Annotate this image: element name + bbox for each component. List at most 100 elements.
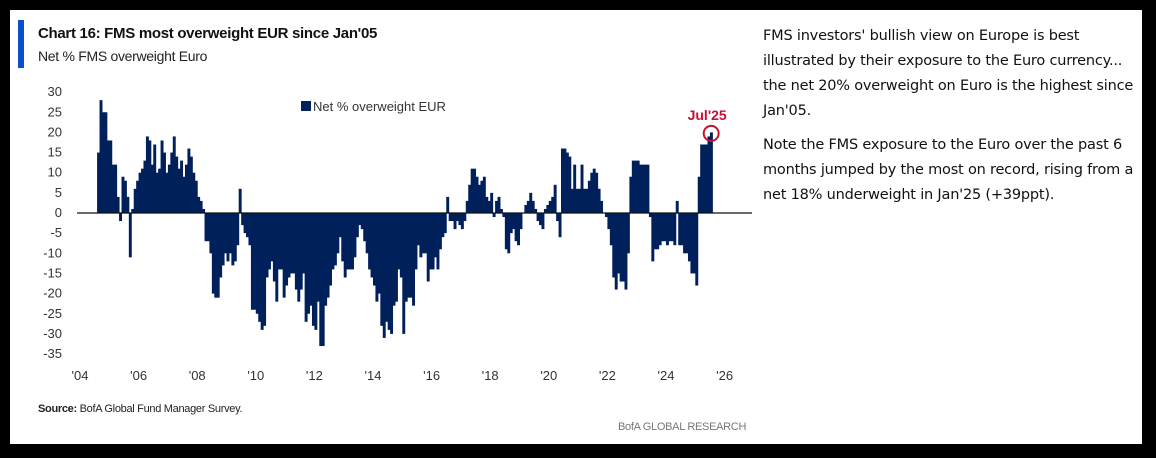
y-tick-label: -20 [43, 286, 62, 301]
bar [206, 213, 210, 242]
bar [246, 213, 249, 238]
bar [656, 213, 660, 250]
bar [463, 213, 467, 222]
bar [385, 213, 389, 322]
bar [399, 213, 403, 278]
bar [143, 160, 147, 213]
bar [670, 213, 674, 242]
bar [541, 213, 545, 230]
bar [363, 213, 367, 242]
bar [219, 213, 223, 278]
bar [348, 213, 352, 270]
bar [336, 213, 340, 254]
legend-label: Net % overweight EUR [313, 99, 446, 114]
x-tick-label: '14 [365, 368, 382, 383]
bar [221, 213, 225, 266]
bar [536, 213, 540, 222]
bar [526, 200, 530, 213]
bar [314, 213, 318, 330]
bar [561, 148, 564, 213]
bar [338, 213, 342, 238]
bar [175, 156, 179, 213]
x-tick-label: '06 [130, 368, 147, 383]
bar [412, 213, 416, 306]
commentary-paragraph: FMS investors' bullish view on Europe is… [763, 28, 1134, 119]
bar [238, 188, 242, 213]
bar [644, 164, 647, 213]
bar [197, 196, 201, 213]
bar [268, 213, 271, 270]
bar [424, 213, 428, 254]
bar [407, 213, 411, 298]
annotation-circle [702, 124, 720, 142]
bar [695, 213, 699, 286]
bar [189, 156, 193, 213]
bar [666, 213, 669, 246]
bar [626, 213, 630, 254]
bar [148, 140, 152, 213]
bar [158, 168, 162, 213]
bar [255, 213, 259, 314]
bar [106, 140, 110, 213]
bar [285, 213, 289, 286]
annotation-label: Jul'25 [688, 107, 727, 123]
bar [470, 168, 474, 213]
bar [524, 204, 528, 213]
bar [228, 213, 232, 254]
bar [377, 213, 381, 294]
bar [495, 200, 499, 213]
bar [512, 213, 516, 230]
bar [243, 213, 247, 234]
bar [414, 213, 418, 270]
bar [126, 196, 130, 213]
bar [468, 184, 472, 213]
bar [182, 176, 186, 213]
bar [192, 172, 196, 213]
bar [617, 213, 621, 274]
bar [563, 148, 567, 213]
bar [624, 213, 628, 290]
bar [177, 168, 181, 213]
bar [499, 208, 503, 213]
bar [368, 213, 372, 270]
bar [707, 136, 711, 213]
bar [509, 213, 513, 234]
bar [678, 213, 682, 246]
x-tick-label: '16 [423, 368, 440, 383]
bar [629, 176, 633, 213]
bar [485, 196, 489, 213]
bar [114, 164, 118, 213]
bar [275, 213, 279, 302]
bar [292, 213, 296, 274]
y-tick-label: -15 [43, 265, 62, 280]
bar [397, 213, 401, 270]
bar [138, 172, 142, 213]
bar [104, 112, 108, 213]
chart-subtitle: Net % FMS overweight Euro [38, 48, 208, 64]
bar [700, 144, 704, 213]
bar [609, 213, 613, 246]
bar [133, 188, 137, 213]
bar [658, 213, 662, 246]
x-tick-label: '18 [482, 368, 499, 383]
bar [202, 208, 206, 213]
bar [311, 213, 315, 326]
bar [663, 213, 667, 242]
bar [321, 213, 325, 346]
bar [668, 213, 672, 242]
bar [324, 213, 328, 306]
bar [614, 213, 618, 290]
bar [534, 208, 538, 213]
bar [600, 200, 604, 213]
x-tick-label: '12 [306, 368, 323, 383]
x-tick-label: '04 [72, 368, 89, 383]
bar [128, 213, 132, 258]
bar [297, 213, 301, 302]
bar [236, 213, 240, 246]
bar [458, 213, 462, 226]
bar [421, 213, 425, 254]
bar [502, 213, 506, 218]
bar [160, 140, 164, 213]
bar [434, 213, 437, 258]
bar [150, 164, 154, 213]
